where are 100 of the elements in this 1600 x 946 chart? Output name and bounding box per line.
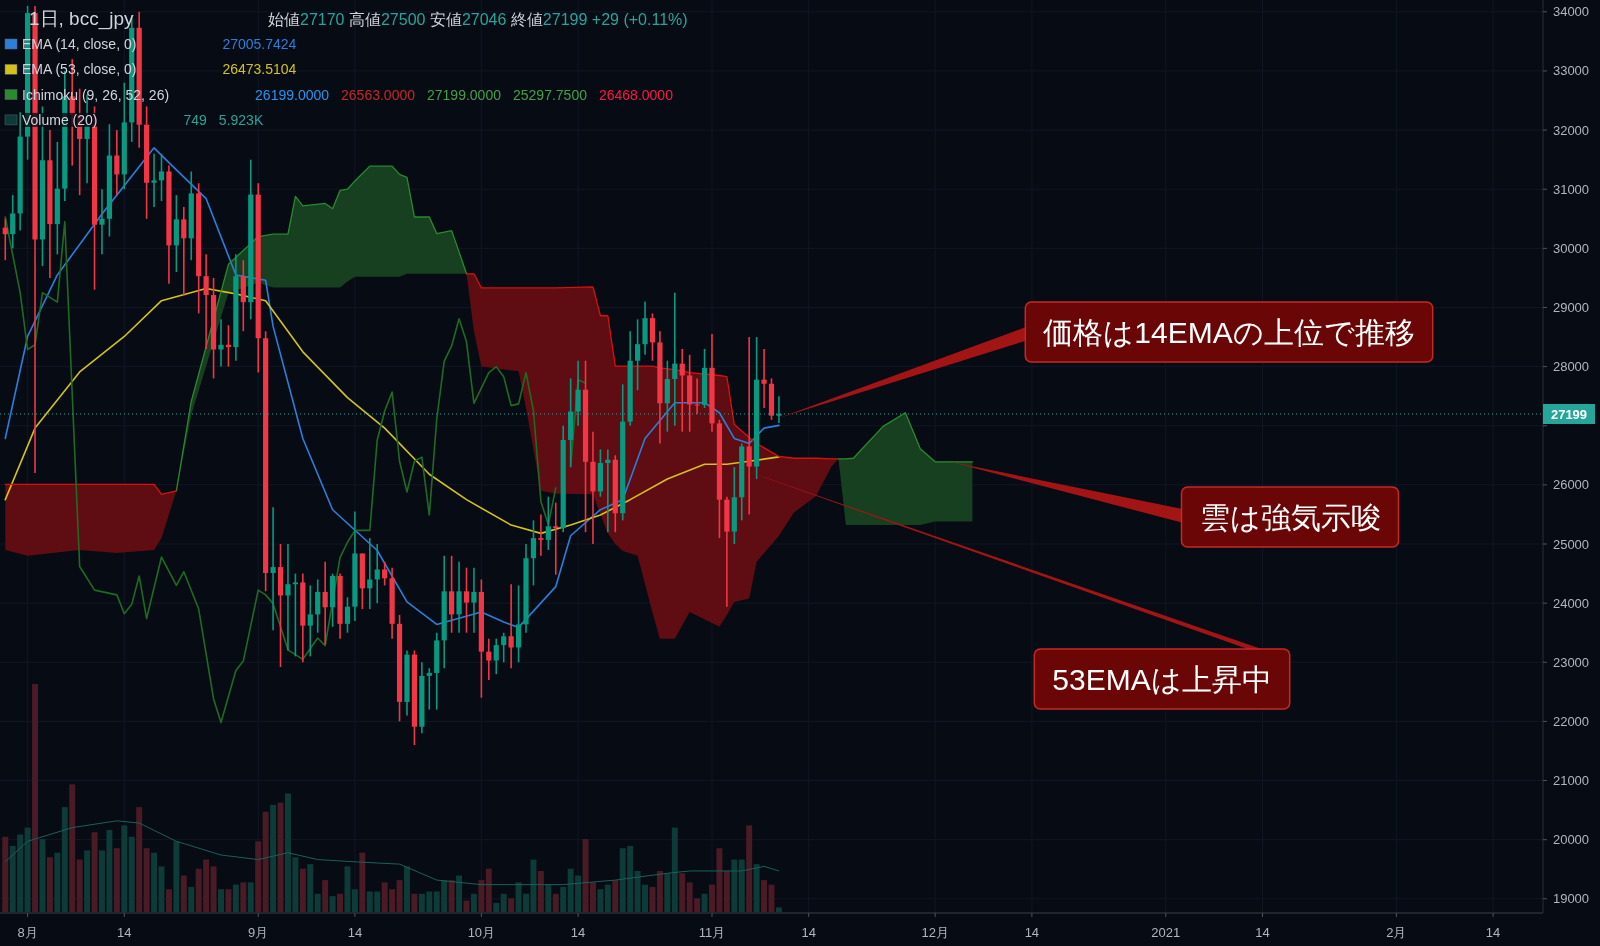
bar [731,859,738,912]
y-tick-label: 24000 [1552,595,1590,611]
y-tick-label: 28000 [1552,359,1590,375]
candlestick [486,637,492,681]
candlestick [634,318,641,392]
bar [337,893,344,912]
x-tick-label: 14 [1255,925,1270,940]
candlestick [449,555,455,634]
bar [143,848,150,912]
line-series [465,273,840,460]
candlestick [218,318,224,368]
candlestick [493,637,499,675]
x-tick-label: 14 [117,925,132,940]
ref-line-label: 27199 [1550,406,1588,422]
y-tick-label: 34000 [1552,4,1590,20]
candlestick [538,513,544,557]
bar [262,811,269,912]
candlestick [746,336,752,516]
bar [493,902,500,912]
legend-label: Volume (20) [22,111,98,128]
annotation: 5.923K [218,111,264,128]
bar [255,841,262,912]
annotation: 雲は強気示唆 [1199,501,1381,534]
x-tick-label: 14 [801,925,816,940]
line-series [837,412,974,463]
candlestick [545,495,551,551]
bar [32,684,38,912]
annotation: 26468.0000 [598,86,674,103]
bar [448,880,455,912]
candlestick [367,537,373,610]
candlestick [575,359,581,427]
bar [218,889,224,912]
bar [210,866,217,912]
y-tick-label: 22000 [1552,713,1590,729]
bar [753,864,760,912]
x-tick-label: 14 [347,925,363,940]
annotation: 価格は14EMAの上位で推移 [1043,316,1415,349]
annotation: 53EMAは上昇中 [1052,663,1272,696]
candlestick [203,253,209,350]
bar [485,868,492,912]
candlestick [10,194,16,250]
x-tick-label: 14 [1024,925,1040,940]
candlestick [382,560,388,587]
bar [173,841,180,912]
bar [188,886,195,912]
bar [396,880,403,912]
bar [597,889,604,912]
annotation: 25297.7500 [512,86,588,103]
bar [54,852,61,912]
bar [649,886,656,912]
x-tick-label: 12月 [921,925,949,940]
bar [76,859,83,912]
bar [113,848,120,912]
bar [128,836,135,912]
bar [478,880,485,912]
bar [456,875,463,912]
bar [307,864,314,912]
candlestick [322,560,328,646]
bar [299,868,306,912]
bar [329,896,336,912]
y-tick-label: 26000 [1552,477,1590,493]
text: 始値27170 高値27500 安値27046 終値27199 +29 (+0.11%) [268,11,688,28]
bar [151,852,158,912]
annotation: 27005.7424 [222,36,297,52]
annotation: 26473.5104 [222,61,297,78]
candlestick [307,584,313,658]
y-tick-label: 33000 [1552,63,1590,79]
bar [552,893,559,912]
candlestick [761,348,767,409]
x-tick-label: 10月 [467,925,496,940]
bar [746,825,753,912]
bar [470,893,477,912]
bar [180,875,187,912]
annotation: 27199.0000 [427,86,502,103]
bar [411,893,418,912]
bar [136,807,143,912]
candlestick [270,506,276,632]
bar [679,873,686,912]
bar [91,832,98,912]
x-tick-label: 9月 [248,925,269,940]
y-tick-label: 20000 [1552,832,1590,848]
candlestick [508,583,514,669]
bar [344,866,351,912]
x-tick-label: 14 [570,925,586,940]
bar [589,882,596,912]
candlestick [776,395,782,424]
bar [604,884,611,912]
annotation: 749 [183,111,208,128]
bar [723,870,730,912]
callout: 価格は14EMAの上位で推移 [778,301,1434,419]
y-tick-label: 30000 [1552,240,1590,256]
y-tick-label: 32000 [1552,122,1590,138]
candlestick [181,206,187,297]
bar [46,857,53,912]
y-tick-label: 21000 [1552,773,1590,789]
bar [225,889,232,912]
candlestick [456,560,462,634]
candlestick [344,596,351,634]
candlestick [463,566,470,634]
bar [39,839,46,912]
